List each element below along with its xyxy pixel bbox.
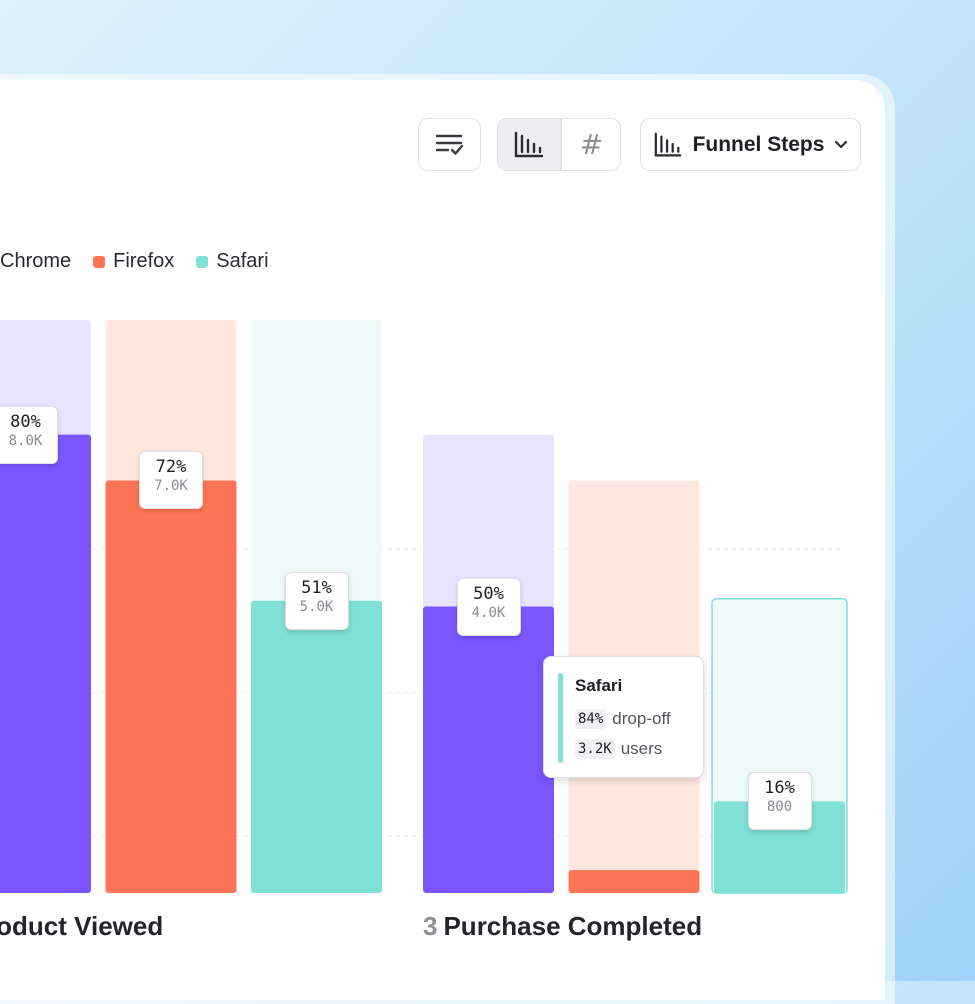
tooltip-dropoff-row: 84% drop-off xyxy=(575,709,671,729)
tooltip-series: Safari xyxy=(575,676,623,695)
value-percent: 50% xyxy=(473,583,504,604)
bar-view-toggle[interactable] xyxy=(498,119,560,170)
legend-item-firefox[interactable]: Firefox xyxy=(93,250,174,273)
value-percent: 51% xyxy=(301,577,332,598)
value-percent: 72% xyxy=(155,457,187,478)
bar-chart-icon xyxy=(514,131,544,157)
bar-chrome[interactable] xyxy=(423,606,554,894)
step-label-2: roduct Viewed xyxy=(0,911,163,942)
users-value: 3.2K xyxy=(575,739,615,759)
step-label-3: 3 Purchase Completed xyxy=(423,911,702,942)
bar-chart-icon xyxy=(654,132,681,156)
dropoff-tooltip: Safari 84% drop-off 3.2K users xyxy=(543,656,704,778)
dropoff-label: drop-off xyxy=(612,709,671,728)
dropdown-label: Funnel Steps xyxy=(692,132,825,156)
legend-label: Chrome xyxy=(0,250,72,272)
funnel-chart xyxy=(0,320,848,894)
view-toggle: # xyxy=(497,118,621,171)
value-label: 50% 4.0K xyxy=(456,577,521,636)
value-count: 800 xyxy=(766,799,793,816)
value-label: 80% 8.0K xyxy=(0,405,58,464)
value-label: 51% 5.0K xyxy=(284,571,349,630)
sort-button[interactable] xyxy=(418,118,481,171)
hash-icon: # xyxy=(579,128,604,161)
step-number: 3 xyxy=(423,911,438,941)
legend-swatch xyxy=(196,255,209,268)
tooltip-series-color xyxy=(558,673,563,763)
users-label: users xyxy=(620,739,663,758)
bar-safari[interactable] xyxy=(714,801,845,893)
value-percent: 80% xyxy=(10,411,41,432)
bar-firefox[interactable] xyxy=(105,480,237,893)
toggle-divider xyxy=(560,119,562,170)
dropoff-value: 84% xyxy=(575,709,607,729)
sort-check-icon xyxy=(435,134,463,155)
value-percent: 16% xyxy=(764,778,795,799)
value-count: 8.0K xyxy=(8,432,43,449)
chevron-down-icon xyxy=(835,140,848,148)
legend-label: Firefox xyxy=(113,250,175,272)
bar-chrome[interactable] xyxy=(0,434,91,893)
tooltip-users-row: 3.2K users xyxy=(575,739,662,759)
number-view-toggle[interactable]: # xyxy=(561,119,620,170)
value-count: 4.0K xyxy=(471,604,506,621)
value-label: 16% 800 xyxy=(747,772,812,831)
value-count: 5.0K xyxy=(299,598,334,615)
legend-item-chrome[interactable]: Chrome xyxy=(0,250,71,273)
step-name: Purchase Completed xyxy=(443,911,703,941)
funnel-card: # Funnel Steps Chrome Firefox Safari xyxy=(0,80,885,1000)
legend-swatch xyxy=(93,255,106,268)
funnel-steps-dropdown[interactable]: Funnel Steps xyxy=(640,118,861,171)
chart-legend: Chrome Firefox Safari xyxy=(0,250,291,273)
step-name: roduct Viewed xyxy=(0,911,164,941)
value-label: 72% 7.0K xyxy=(139,451,203,510)
legend-label: Safari xyxy=(216,250,269,272)
bar-safari[interactable] xyxy=(251,600,382,893)
legend-item-safari[interactable]: Safari xyxy=(196,250,269,273)
value-count: 7.0K xyxy=(154,478,188,495)
bar-firefox[interactable] xyxy=(568,870,700,893)
